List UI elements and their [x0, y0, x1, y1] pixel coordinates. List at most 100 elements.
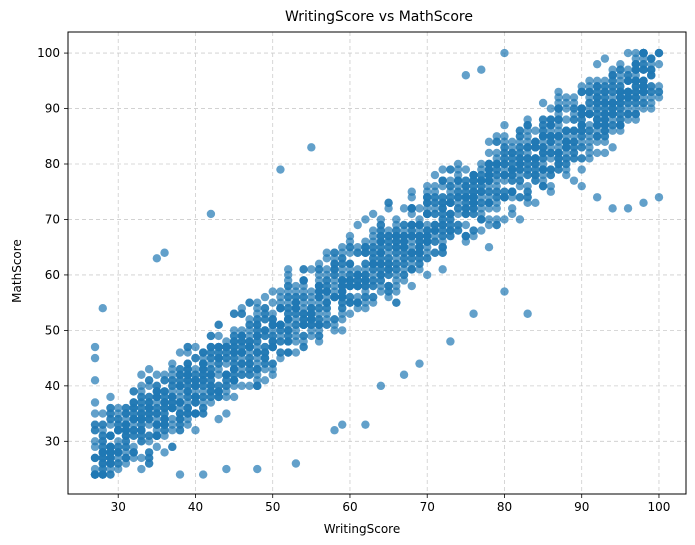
- data-point: [90, 464, 100, 474]
- data-point: [554, 87, 563, 97]
- data-point: [260, 365, 270, 374]
- x-tick-label: 70: [420, 500, 435, 514]
- data-point: [253, 370, 262, 379]
- data-point: [237, 326, 247, 335]
- data-point: [500, 143, 509, 152]
- data-point: [500, 120, 509, 130]
- data-point: [222, 464, 231, 474]
- data-point: [484, 215, 494, 224]
- data-point: [90, 442, 100, 452]
- data-point: [160, 398, 169, 407]
- data-point: [214, 370, 223, 379]
- data-point: [345, 248, 355, 257]
- data-point: [245, 359, 254, 368]
- data-point: [253, 304, 262, 313]
- x-tick-label: 100: [648, 500, 671, 514]
- data-point: [198, 348, 208, 357]
- data-point: [392, 276, 401, 285]
- data-point: [453, 159, 463, 169]
- data-point: [500, 154, 509, 163]
- data-point: [562, 115, 571, 124]
- data-point: [546, 104, 556, 113]
- data-point: [330, 320, 339, 330]
- data-point: [523, 165, 532, 174]
- data-point: [307, 143, 316, 152]
- data-point: [253, 381, 262, 391]
- data-point: [206, 209, 216, 219]
- data-point: [446, 165, 455, 174]
- data-point: [229, 326, 239, 335]
- data-point: [608, 71, 617, 80]
- data-point: [152, 370, 162, 379]
- data-point: [384, 265, 393, 274]
- data-point: [322, 315, 331, 324]
- data-point: [430, 187, 440, 196]
- data-point: [531, 176, 540, 185]
- data-point: [268, 342, 277, 352]
- data-point: [106, 403, 115, 413]
- data-point: [438, 198, 447, 208]
- data-point: [562, 170, 571, 180]
- data-point: [222, 359, 231, 368]
- x-axis-label: WritingScore: [324, 522, 400, 536]
- data-point: [608, 87, 617, 97]
- data-point: [229, 353, 239, 363]
- data-point: [492, 204, 501, 213]
- data-point: [106, 442, 115, 452]
- data-point: [322, 298, 331, 307]
- data-point: [330, 292, 339, 302]
- data-point: [191, 353, 200, 363]
- data-point: [98, 470, 107, 479]
- data-point: [515, 126, 525, 135]
- data-point: [600, 76, 610, 86]
- data-point: [114, 448, 123, 457]
- data-point: [562, 126, 571, 135]
- data-point: [531, 154, 540, 163]
- data-point: [361, 292, 370, 302]
- data-point: [137, 464, 146, 474]
- data-point: [507, 165, 517, 174]
- data-point: [175, 365, 185, 374]
- y-tick-label: 80: [45, 157, 60, 171]
- data-point: [361, 420, 370, 429]
- data-point: [222, 370, 231, 379]
- data-point: [121, 453, 131, 463]
- data-point: [453, 209, 463, 219]
- data-point: [237, 381, 247, 391]
- data-points: [90, 48, 664, 479]
- data-point: [345, 298, 355, 307]
- data-point: [600, 137, 610, 147]
- data-point: [600, 98, 610, 108]
- y-tick-label: 30: [45, 434, 60, 448]
- data-point: [144, 376, 154, 385]
- data-point: [299, 331, 308, 341]
- data-point: [585, 82, 594, 91]
- data-point: [399, 220, 409, 230]
- data-point: [392, 298, 401, 307]
- data-point: [168, 414, 177, 424]
- data-point: [368, 237, 378, 246]
- data-point: [137, 370, 146, 379]
- data-point: [384, 237, 393, 246]
- data-point: [392, 287, 401, 296]
- data-point: [538, 98, 548, 108]
- data-point: [407, 281, 416, 291]
- data-point: [206, 365, 216, 374]
- data-point: [191, 342, 200, 352]
- x-axis-ticks: 30 40 50 60 70 80 90 100: [111, 494, 671, 514]
- data-point: [121, 437, 131, 446]
- data-point: [330, 248, 339, 257]
- data-point: [585, 148, 594, 158]
- data-point: [90, 342, 100, 352]
- data-point: [283, 348, 293, 357]
- data-point: [477, 176, 486, 185]
- data-point: [260, 292, 270, 302]
- data-point: [592, 126, 602, 135]
- data-point: [98, 448, 107, 457]
- data-point: [338, 304, 347, 313]
- data-point: [283, 265, 293, 274]
- data-point: [430, 198, 440, 208]
- data-point: [222, 387, 231, 396]
- data-point: [554, 143, 563, 152]
